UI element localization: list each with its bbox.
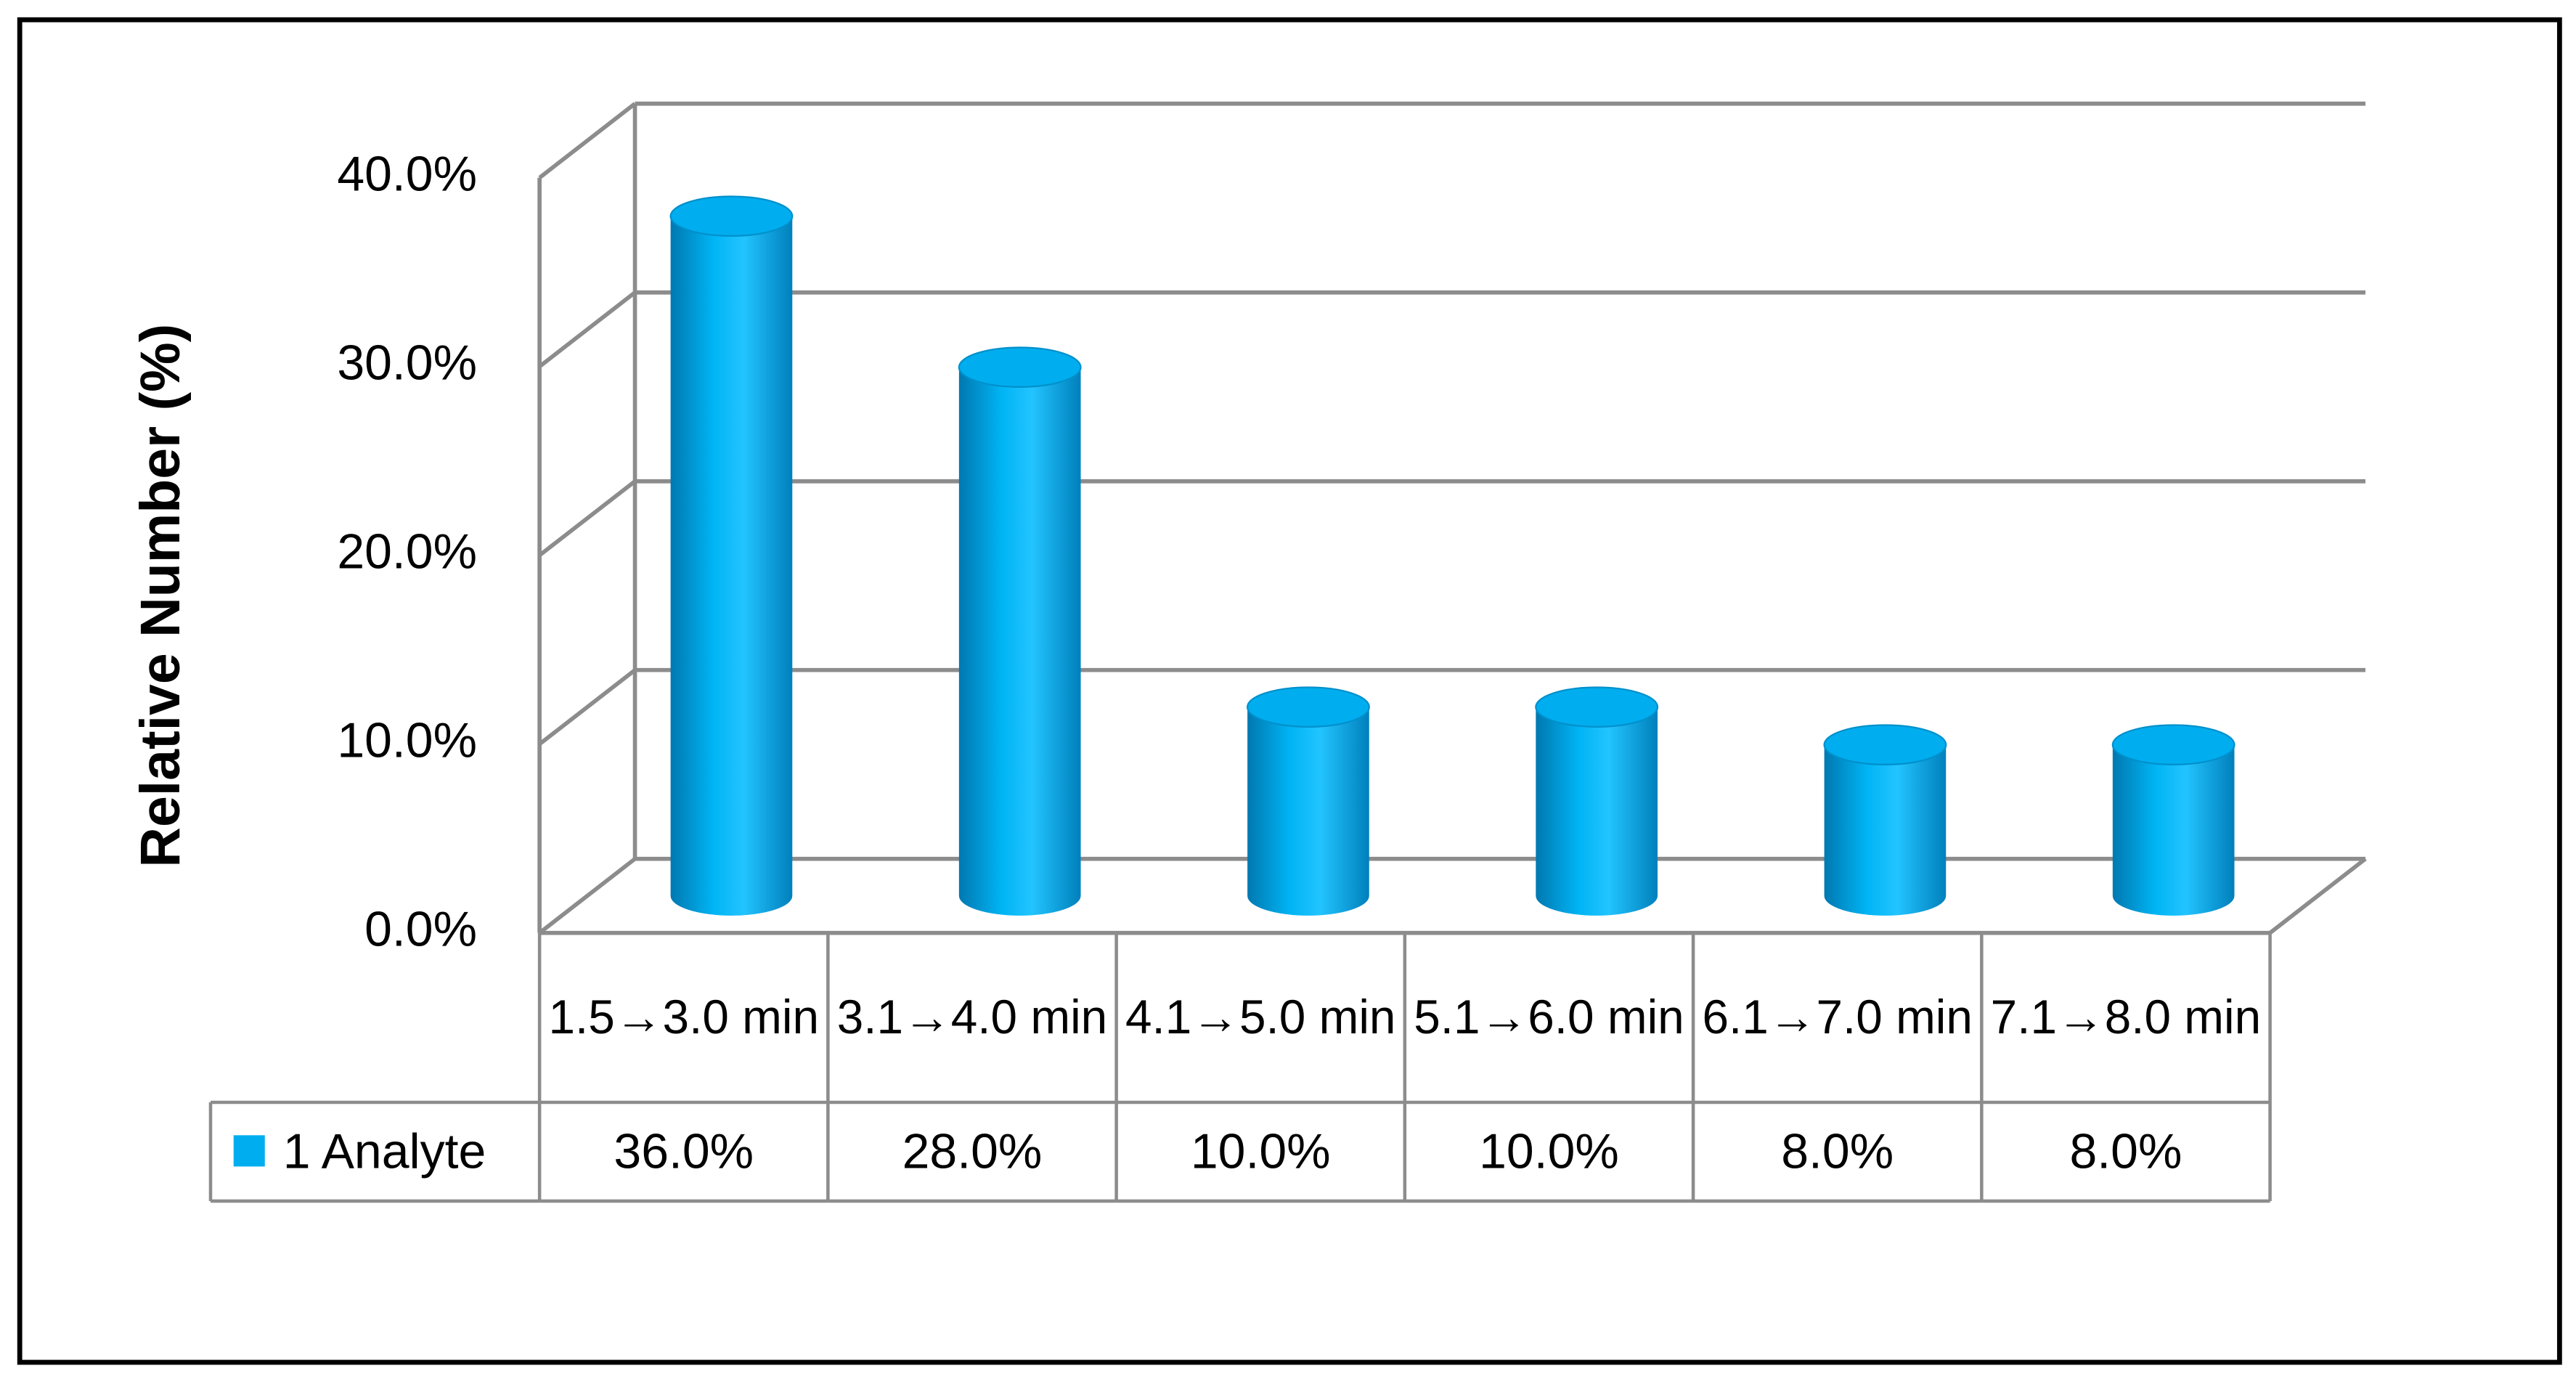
grid-line [538,102,637,179]
category-cell: 3.1→4.0 min [836,991,1108,1044]
category-cell: 4.1→5.0 min [1125,991,1396,1044]
cylinder [1536,707,1658,916]
cylinder [1247,707,1369,916]
data-table-value: 28.0% [902,1123,1043,1179]
cylinder-top [1823,724,1947,766]
x-tick-label: 4.1→5.0 min [1125,991,1396,1044]
data-table-value: 8.0% [2070,1123,2182,1179]
data-table-value: 10.0% [1191,1123,1331,1179]
x-tick-label: 5.1→6.0 min [1414,991,1684,1044]
y-tick-label: 40.0% [337,147,477,202]
x-tick-label: 7.1→8.0 min [1990,991,2262,1044]
data-table-value: 36.0% [614,1123,754,1179]
cylinder-top [1246,686,1370,728]
legend-label: 1 Analyte [283,1123,486,1179]
category-cell: 5.1→6.0 min [1414,991,1684,1044]
cylinder-top [2111,724,2235,766]
data-table-value: 8.0% [1781,1123,1894,1179]
cylinder [670,216,793,916]
grid-line [538,479,637,557]
legend-key [233,1135,265,1167]
cylinder [958,367,1081,916]
cylinder [2112,744,2235,916]
category-cell: 1.5→3.0 min [548,991,820,1044]
category-cell: 6.1→7.0 min [1702,991,1973,1044]
floor-right [2268,857,2367,935]
category-cell: 7.1→8.0 min [1990,991,2262,1044]
x-tick-label: 1.5→3.0 min [548,991,820,1044]
cylinder-top [958,346,1082,389]
cylinder-top [1535,686,1659,728]
cylinder-top [669,195,794,237]
y-axis-title: Relative Number (%) [129,324,192,868]
y-tick-label: 10.0% [337,713,477,768]
y-tick-label: 30.0% [337,335,477,391]
y-tick-label: 20.0% [337,524,477,579]
cylinder [1824,744,1947,916]
x-tick-label: 6.1→7.0 min [1702,991,1973,1044]
data-table-value: 10.0% [1479,1123,1619,1179]
grid-line [538,668,637,746]
x-tick-label: 3.1→4.0 min [836,991,1108,1044]
grid-line [538,290,637,368]
y-tick-label: 0.0% [364,902,477,957]
grid-line [538,857,637,935]
